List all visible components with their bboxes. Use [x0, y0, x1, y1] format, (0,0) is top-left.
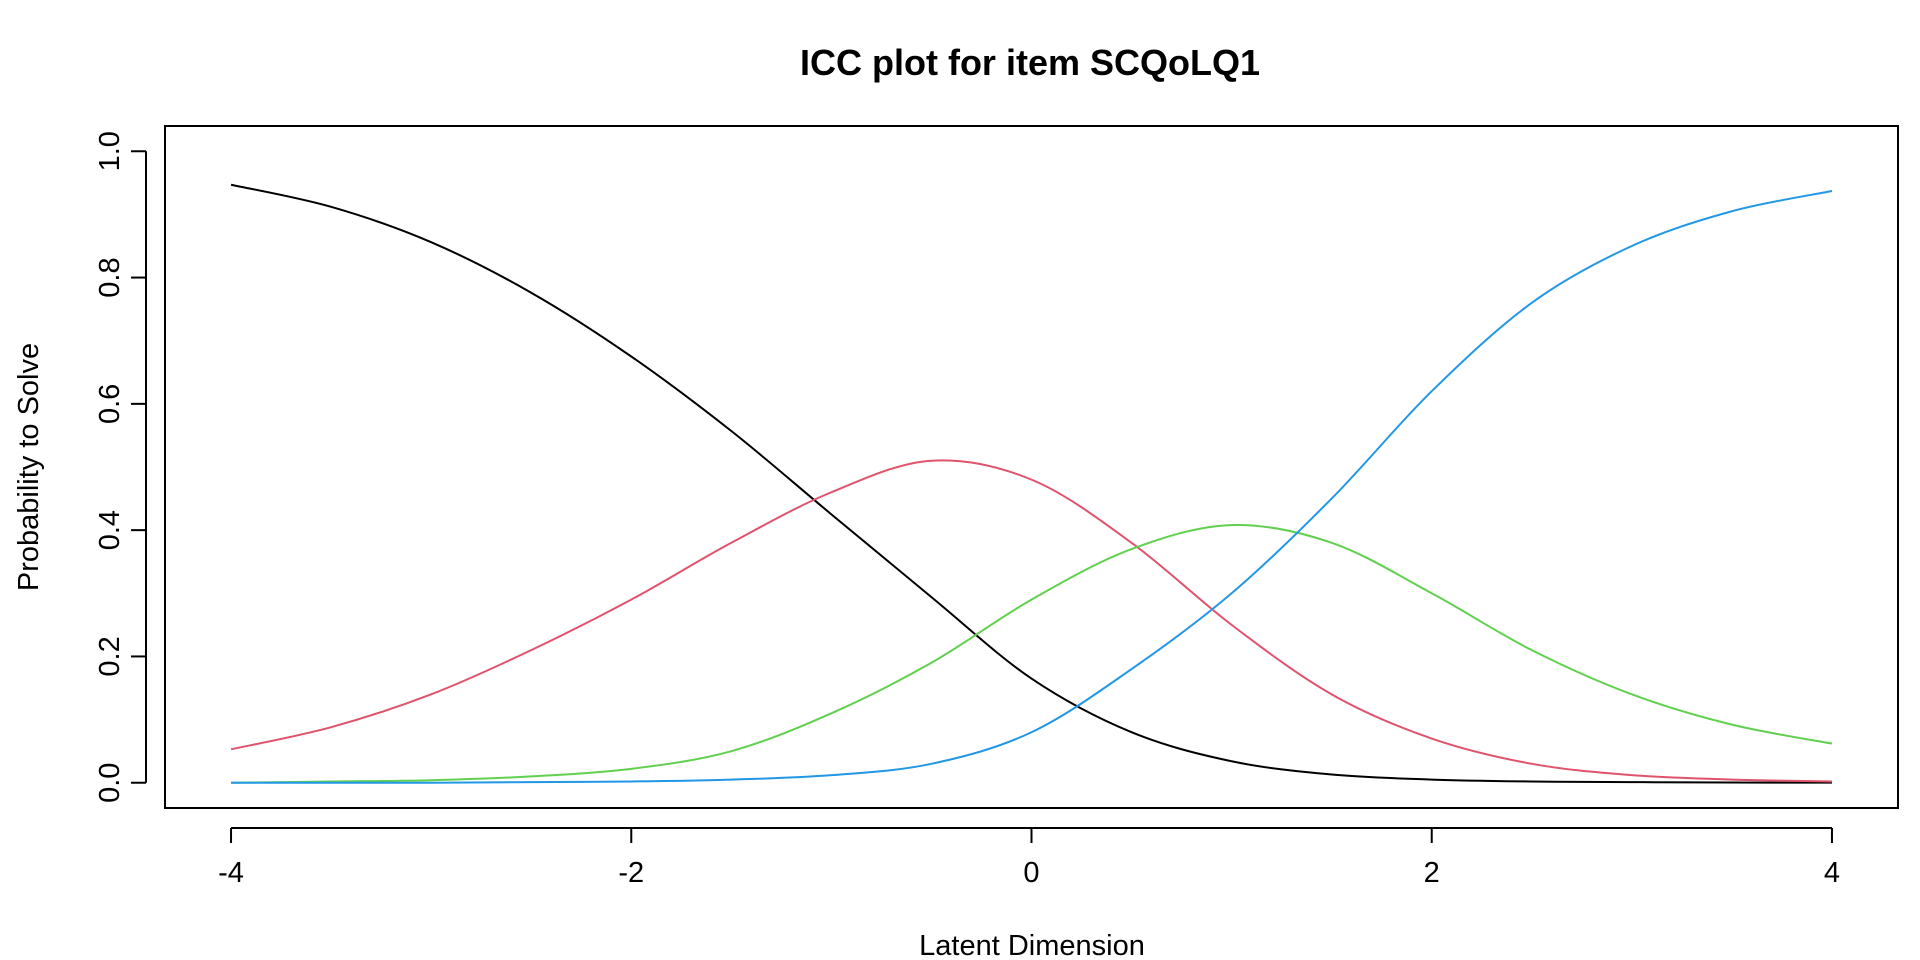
y-tick-label: 0.2	[94, 636, 126, 676]
y-tick-label: 0.8	[94, 257, 126, 297]
x-tick-label: 0	[1023, 857, 1039, 889]
x-axis-label: Latent Dimension	[919, 930, 1145, 960]
x-axis: -4 -2 0 2 4	[218, 827, 1840, 889]
chart-title: ICC plot for item SCQoLQ1	[800, 42, 1260, 83]
series-line-1	[230, 183, 1832, 784]
y-tick-label: 1.0	[94, 131, 126, 171]
x-tick-label: 4	[1824, 857, 1840, 889]
y-axis: 0.0 0.2 0.4 0.6 0.8 1.0	[94, 131, 147, 803]
series-line-3	[231, 524, 1833, 784]
x-tick-label: -2	[618, 857, 644, 889]
plot-frame	[164, 125, 1899, 809]
series-line-2	[230, 459, 1832, 783]
y-tick-label: 0.4	[94, 510, 126, 550]
x-tick-label: 2	[1424, 857, 1440, 889]
x-tick-label: -4	[218, 857, 244, 889]
y-tick-label: 0.0	[94, 763, 126, 803]
series-line-4	[231, 190, 1833, 784]
series-layer	[230, 183, 1833, 784]
y-tick-label: 0.6	[94, 384, 126, 424]
y-axis-label: Probability to Solve	[13, 343, 45, 591]
